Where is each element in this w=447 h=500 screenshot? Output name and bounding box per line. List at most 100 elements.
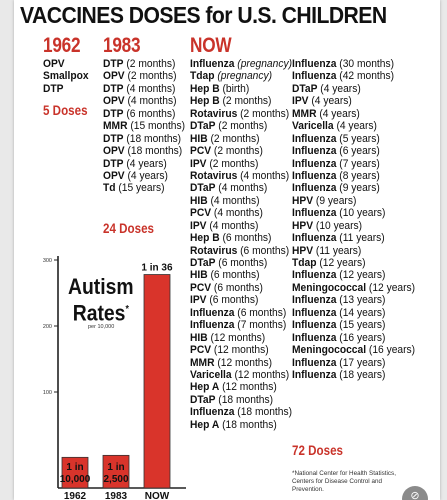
vaccine-name: HIB	[190, 331, 208, 344]
vaccine-entry: Rotavirus (2 months)	[190, 108, 292, 120]
vaccine-age: (13 years)	[336, 294, 386, 307]
vaccine-entry: HIB (4 months)	[190, 195, 292, 207]
vaccine-name: PCV	[190, 344, 212, 357]
vaccine-age: (6 months)	[219, 232, 272, 245]
vaccine-entry: Influenza (9 years)	[292, 182, 415, 194]
vaccine-name: Hep B	[190, 95, 220, 108]
y-tick-label: 300	[43, 258, 52, 264]
vaccine-name: HIB	[190, 132, 208, 145]
vaccine-age: (18 months)	[124, 145, 183, 158]
vaccine-age: (11 years)	[313, 244, 362, 257]
vaccine-entry: Hep B (2 months)	[190, 95, 292, 107]
vaccine-entry: IPV (6 months)	[190, 294, 292, 306]
vaccine-entry: Hep A (18 months)	[190, 419, 292, 431]
vaccine-age: (15 years)	[115, 182, 165, 195]
vaccine-age: (16 years)	[336, 331, 386, 344]
vaccine-age: (42 months)	[336, 70, 394, 83]
total-1983: 24 Doses	[103, 221, 154, 236]
vaccine-name: Td	[103, 182, 116, 195]
vaccine-name: Influenza	[292, 132, 337, 145]
vaccine-name: Influenza	[190, 319, 235, 332]
vaccine-age: (pregnancy)	[214, 70, 273, 83]
vaccine-name: Influenza	[292, 306, 337, 319]
vaccine-name: HIB	[190, 194, 208, 207]
bar-label-line2: 10,000	[60, 474, 91, 485]
vaccine-age: (9 years)	[336, 182, 380, 195]
vaccine-name: MMR	[103, 120, 128, 133]
total-now: 72 Doses	[292, 443, 343, 458]
vaccine-age: (7 years)	[336, 157, 380, 170]
bar-1962	[61, 456, 89, 489]
vaccine-name: Influenza	[292, 145, 337, 158]
vaccine-name: Influenza	[292, 169, 337, 182]
vaccine-name: Influenza	[292, 70, 337, 83]
vaccine-age: (6 years)	[336, 145, 380, 158]
vaccine-name: Influenza	[292, 157, 337, 170]
vaccine-age: (2 months)	[123, 58, 176, 70]
vaccine-name: IPV	[292, 95, 309, 108]
vaccine-entry: PCV (2 months)	[190, 145, 292, 157]
vaccine-age: (5 years)	[336, 132, 380, 145]
vaccine-entry: OPV (4 years)	[103, 170, 185, 182]
vaccine-age: (4 months)	[124, 95, 177, 108]
vaccine-entry: DTaP (2 months)	[190, 120, 292, 132]
column-1962: OPV Smallpox DTP	[43, 58, 94, 95]
vaccine-name: Influenza	[292, 232, 337, 245]
vaccine-entry: Influenza (6 months)	[190, 307, 292, 319]
vaccine-name: Influenza	[190, 406, 235, 419]
vaccine-name: MMR	[190, 356, 215, 369]
vaccine-entry: Influenza (14 years)	[292, 307, 415, 319]
vaccine-entry: Influenza (8 years)	[292, 170, 415, 182]
vaccine-entry: HIB (6 months)	[190, 269, 292, 281]
vaccine-entry: Influenza (18 years)	[292, 369, 415, 381]
vaccine-age: (4 months)	[206, 219, 259, 232]
infographic: VACCINES DOSES for U.S. CHILDREN 1962 19…	[14, 0, 440, 500]
vaccine-entry: Influenza (7 months)	[190, 319, 292, 331]
vaccine-entry: DTP	[43, 83, 89, 95]
vaccine-age: (15 years)	[336, 319, 386, 332]
vaccine-age: (16 years)	[366, 344, 416, 357]
vaccine-name: DTP	[103, 157, 124, 170]
vaccine-age: (18 months)	[215, 393, 274, 406]
vaccine-entry: DTP (4 years)	[103, 158, 185, 170]
y-tick-label: 200	[43, 324, 52, 330]
vaccine-name: Hep B	[190, 232, 220, 245]
vaccine-age: (6 months)	[234, 306, 287, 319]
vaccine-age: (18 months)	[234, 406, 292, 419]
vaccine-entry: IPV (4 months)	[190, 220, 292, 232]
vaccine-entry: Influenza (7 years)	[292, 158, 415, 170]
vaccine-name: Influenza	[292, 294, 337, 307]
vaccine-entry: Influenza (11 years)	[292, 232, 415, 244]
vaccine-age: (6 months)	[206, 294, 259, 307]
vaccine-entry: Influenza (13 years)	[292, 294, 415, 306]
vaccine-age: (2 months)	[215, 120, 268, 133]
vaccine-name: Hep B	[190, 82, 220, 95]
vaccine-age: (12 months)	[219, 381, 277, 394]
vaccine-age: (birth)	[219, 82, 250, 95]
vaccine-entry: Influenza (30 months)	[292, 58, 415, 70]
vaccine-entry: Rotavirus (4 months)	[190, 170, 292, 182]
vaccine-name: Varicella	[292, 120, 334, 133]
vaccine-name: Influenza	[292, 207, 337, 220]
vaccine-age: (18 years)	[336, 368, 386, 381]
vaccine-age: (10 years)	[336, 207, 386, 220]
vaccine-age: (2 months)	[219, 95, 272, 108]
vaccine-name: DTP	[103, 58, 124, 70]
vaccine-name: Influenza	[292, 319, 337, 332]
y-tick-label: 100	[43, 390, 52, 396]
vaccine-name: Tdap	[190, 70, 215, 83]
vaccine-entry: DTP (18 months)	[103, 133, 185, 145]
vaccine-entry: Rotavirus (6 months)	[190, 245, 292, 257]
mute-icon[interactable]: ⊘	[402, 486, 428, 500]
vaccine-age: (4 months)	[123, 82, 176, 95]
vaccine-name: DTaP	[190, 182, 216, 195]
vaccine-age: (12 months)	[231, 368, 290, 381]
vaccine-entry: Varicella (12 months)	[190, 369, 292, 381]
vaccine-name: Rotavirus	[190, 169, 238, 182]
vaccine-entry: OPV (4 months)	[103, 95, 185, 107]
vaccine-name: OPV	[103, 95, 125, 108]
vaccine-name: IPV	[190, 294, 207, 307]
vaccine-name: Influenza	[190, 58, 235, 70]
vaccine-entry: Smallpox	[43, 70, 89, 82]
bar-label: 1 in 36	[141, 263, 173, 274]
